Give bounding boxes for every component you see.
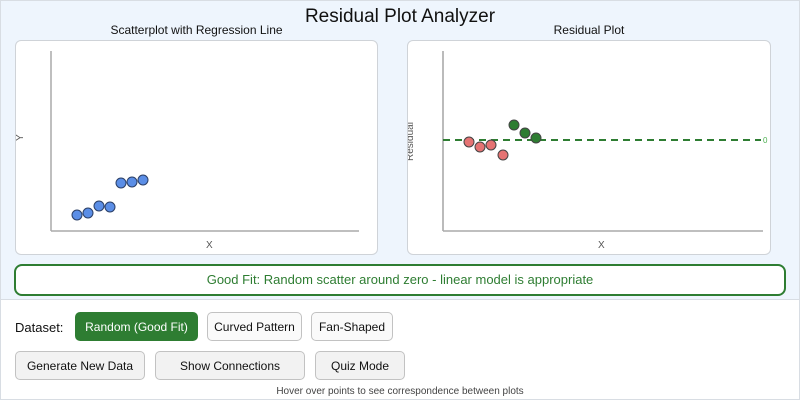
residual-panel-title: Residual Plot	[553, 23, 625, 37]
scatter-panel-title: Scatterplot with Regression Line	[110, 23, 283, 37]
residual-points	[463, 119, 542, 161]
scatter-plot-panel: Y X	[15, 40, 378, 255]
y-axis-label: Y	[16, 134, 26, 141]
data-point[interactable]	[93, 200, 105, 212]
app-title: Residual Plot Analyzer	[304, 6, 496, 27]
data-point[interactable]	[82, 207, 94, 219]
dataset-curved-button[interactable]: Curved Pattern	[207, 312, 302, 341]
data-point[interactable]	[137, 174, 149, 186]
fit-status-message: Good Fit: Random scatter around zero - l…	[14, 264, 786, 296]
scatter-plot-svg: Y X	[16, 51, 359, 251]
y-axis-label: Residual	[408, 122, 416, 161]
residual-point[interactable]	[519, 127, 531, 139]
residual-point[interactable]	[530, 132, 542, 144]
residual-point[interactable]	[474, 141, 486, 153]
data-point[interactable]	[71, 209, 83, 221]
generate-new-data-button[interactable]: Generate New Data	[15, 351, 145, 380]
x-axis-label: X	[598, 240, 605, 251]
hover-hint: Hover over points to see correspondence …	[276, 386, 524, 397]
data-point[interactable]	[104, 201, 116, 213]
residual-point[interactable]	[508, 119, 520, 131]
scatter-points	[71, 174, 149, 221]
x-axis-label: X	[206, 240, 213, 251]
show-connections-button[interactable]: Show Connections	[155, 351, 305, 380]
zero-label: 0	[763, 136, 768, 145]
dataset-label: Dataset:	[15, 320, 64, 335]
residual-point[interactable]	[463, 136, 475, 148]
residual-point[interactable]	[485, 139, 497, 151]
data-point[interactable]	[115, 177, 127, 189]
data-point[interactable]	[126, 176, 138, 188]
dataset-fan-shaped-button[interactable]: Fan-Shaped	[311, 312, 393, 341]
residual-plot-svg: 0 Residual X	[408, 51, 768, 251]
dataset-random-button[interactable]: Random (Good Fit)	[75, 312, 198, 341]
residual-point[interactable]	[497, 149, 509, 161]
residual-plot-panel: 0 Residual X	[407, 40, 771, 255]
quiz-mode-button[interactable]: Quiz Mode	[315, 351, 405, 380]
